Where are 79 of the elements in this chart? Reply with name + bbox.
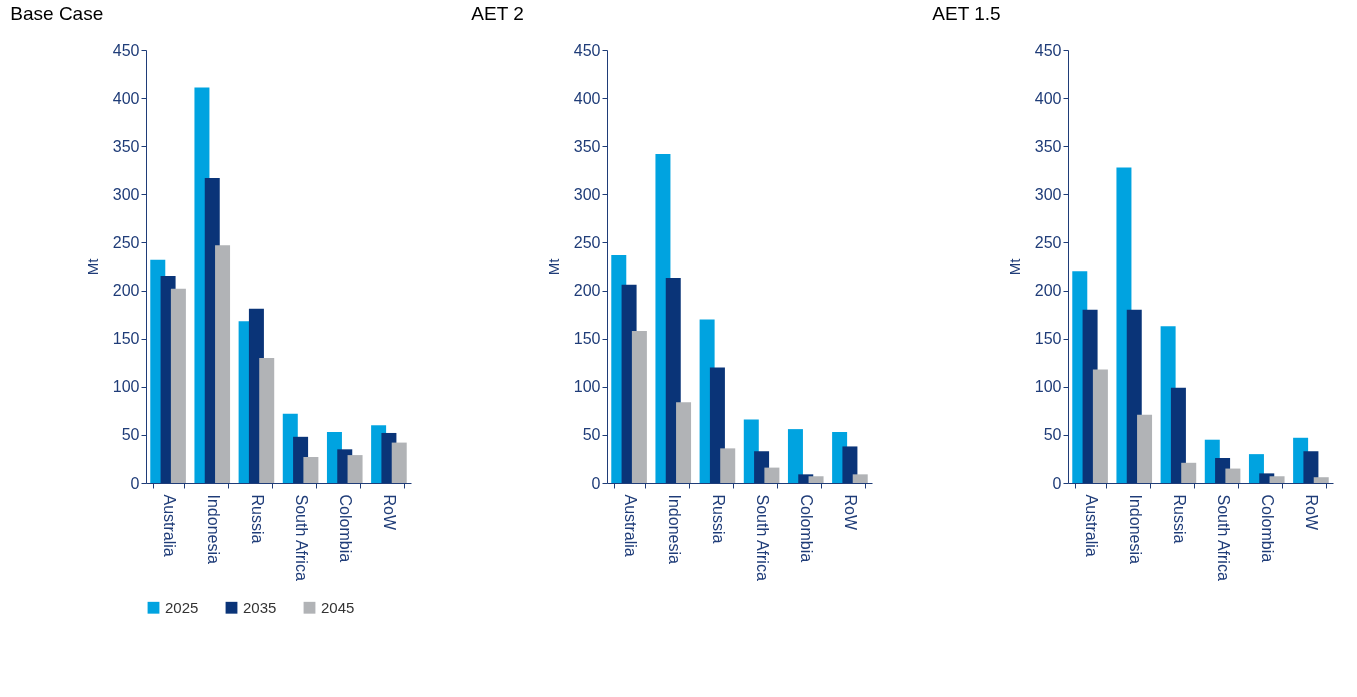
bar xyxy=(1225,468,1241,483)
y-tick-label: 200 xyxy=(1034,282,1062,300)
bar xyxy=(631,330,647,483)
y-tick-label: 300 xyxy=(1034,185,1062,203)
bar xyxy=(1181,462,1197,483)
y-tick-label: 50 xyxy=(121,426,140,444)
y-tick-label: 200 xyxy=(573,282,601,300)
y-tick-label: 350 xyxy=(573,137,601,155)
y-tick-label: 150 xyxy=(573,330,601,348)
y-tick-label: 150 xyxy=(1034,330,1062,348)
y-tick-label: 200 xyxy=(112,282,140,300)
x-tick-label: South Africa xyxy=(754,494,772,581)
y-tick-label: 100 xyxy=(573,378,601,396)
x-tick-label: Colombia xyxy=(798,494,816,563)
bar xyxy=(303,457,319,483)
y-tick-label: 100 xyxy=(112,378,140,396)
y-axis-title: Mt xyxy=(83,257,101,276)
y-tick-label: 350 xyxy=(1034,137,1062,155)
bar xyxy=(1137,414,1153,483)
x-tick-label: RoW xyxy=(1303,494,1321,531)
x-tick-label: RoW xyxy=(842,494,860,531)
y-tick-label: 100 xyxy=(1034,378,1062,396)
x-tick-label: Australia xyxy=(621,494,639,557)
y-tick-label: 0 xyxy=(130,474,140,492)
bar xyxy=(787,429,803,483)
y-tick-label: 50 xyxy=(582,426,601,444)
bar xyxy=(259,357,275,483)
y-tick-label: 0 xyxy=(1052,474,1062,492)
bar xyxy=(808,476,824,483)
y-tick-label: 250 xyxy=(1034,233,1062,251)
y-tick-label: 300 xyxy=(573,185,601,203)
x-tick-label: Colombia xyxy=(337,494,355,563)
bar xyxy=(347,455,363,483)
bar xyxy=(1092,369,1108,483)
bar xyxy=(1269,476,1285,483)
chart-title: AET 1.5 xyxy=(932,3,1001,24)
chart-title: Base Case xyxy=(10,3,104,24)
x-tick-label: Russia xyxy=(1170,494,1188,544)
y-axis-title: Mt xyxy=(1005,257,1023,276)
x-tick-label: Russia xyxy=(248,494,266,544)
y-tick-label: 250 xyxy=(112,233,140,251)
bar xyxy=(842,446,858,483)
y-tick-label: 400 xyxy=(573,89,601,107)
x-tick-label: Australia xyxy=(160,494,178,557)
x-tick-label: South Africa xyxy=(1215,494,1233,581)
y-tick-label: 250 xyxy=(573,233,601,251)
x-tick-label: Indonesia xyxy=(665,494,683,564)
y-tick-label: 450 xyxy=(573,41,601,59)
bar xyxy=(215,245,231,483)
x-tick-label: Australia xyxy=(1082,494,1100,557)
y-tick-label: 400 xyxy=(1034,89,1062,107)
y-tick-label: 300 xyxy=(112,185,140,203)
y-axis-title: Mt xyxy=(544,257,562,276)
x-tick-label: RoW xyxy=(381,494,399,531)
bar xyxy=(720,448,736,483)
x-tick-label: Indonesia xyxy=(204,494,222,564)
y-tick-label: 0 xyxy=(591,474,601,492)
y-tick-label: 450 xyxy=(112,41,140,59)
bar xyxy=(1303,451,1319,483)
legend-label: 2045 xyxy=(321,598,355,616)
x-tick-label: South Africa xyxy=(293,494,311,581)
x-tick-label: Russia xyxy=(709,494,727,544)
y-tick-label: 350 xyxy=(112,137,140,155)
legend-label: 2025 xyxy=(165,598,199,616)
chart-title: AET 2 xyxy=(471,3,524,24)
x-tick-label: Colombia xyxy=(1259,494,1277,563)
y-tick-label: 150 xyxy=(112,330,140,348)
bar xyxy=(1170,387,1186,483)
bar xyxy=(676,402,692,483)
y-tick-label: 450 xyxy=(1034,41,1062,59)
bar xyxy=(391,442,407,483)
x-tick-label: Indonesia xyxy=(1126,494,1144,564)
y-tick-label: 400 xyxy=(112,89,140,107)
bar xyxy=(170,288,186,483)
bar xyxy=(852,474,868,483)
legend-label: 2035 xyxy=(243,598,277,616)
bar xyxy=(1313,477,1329,483)
bar xyxy=(764,467,780,483)
y-tick-label: 50 xyxy=(1043,426,1062,444)
